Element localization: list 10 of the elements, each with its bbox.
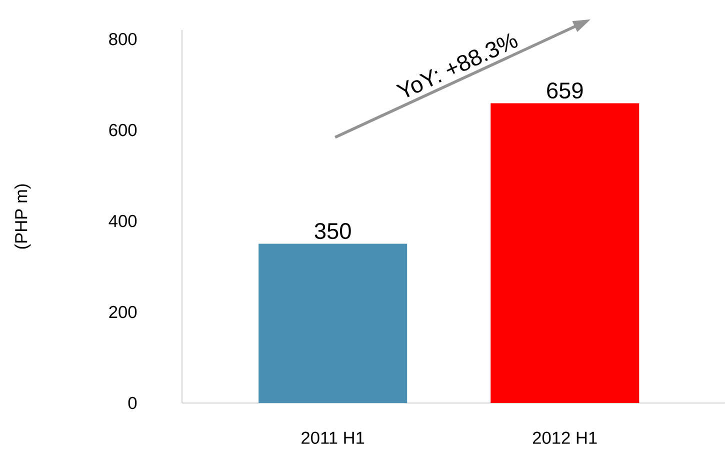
x-tick-label: 2011 H1: [302, 432, 364, 444]
y-axis-title: (PHP m): [14, 184, 31, 249]
y-tick-label: 600: [109, 124, 137, 136]
y-tick-label: 0: [128, 396, 137, 410]
data-label: 350: [314, 223, 351, 240]
y-tick-label: 400: [108, 214, 137, 228]
y-tick-label: 200: [109, 306, 137, 318]
y-tick-label: 800: [109, 32, 137, 46]
x-tick-label: 2012 H1: [532, 432, 597, 444]
data-label: 659: [547, 82, 583, 99]
